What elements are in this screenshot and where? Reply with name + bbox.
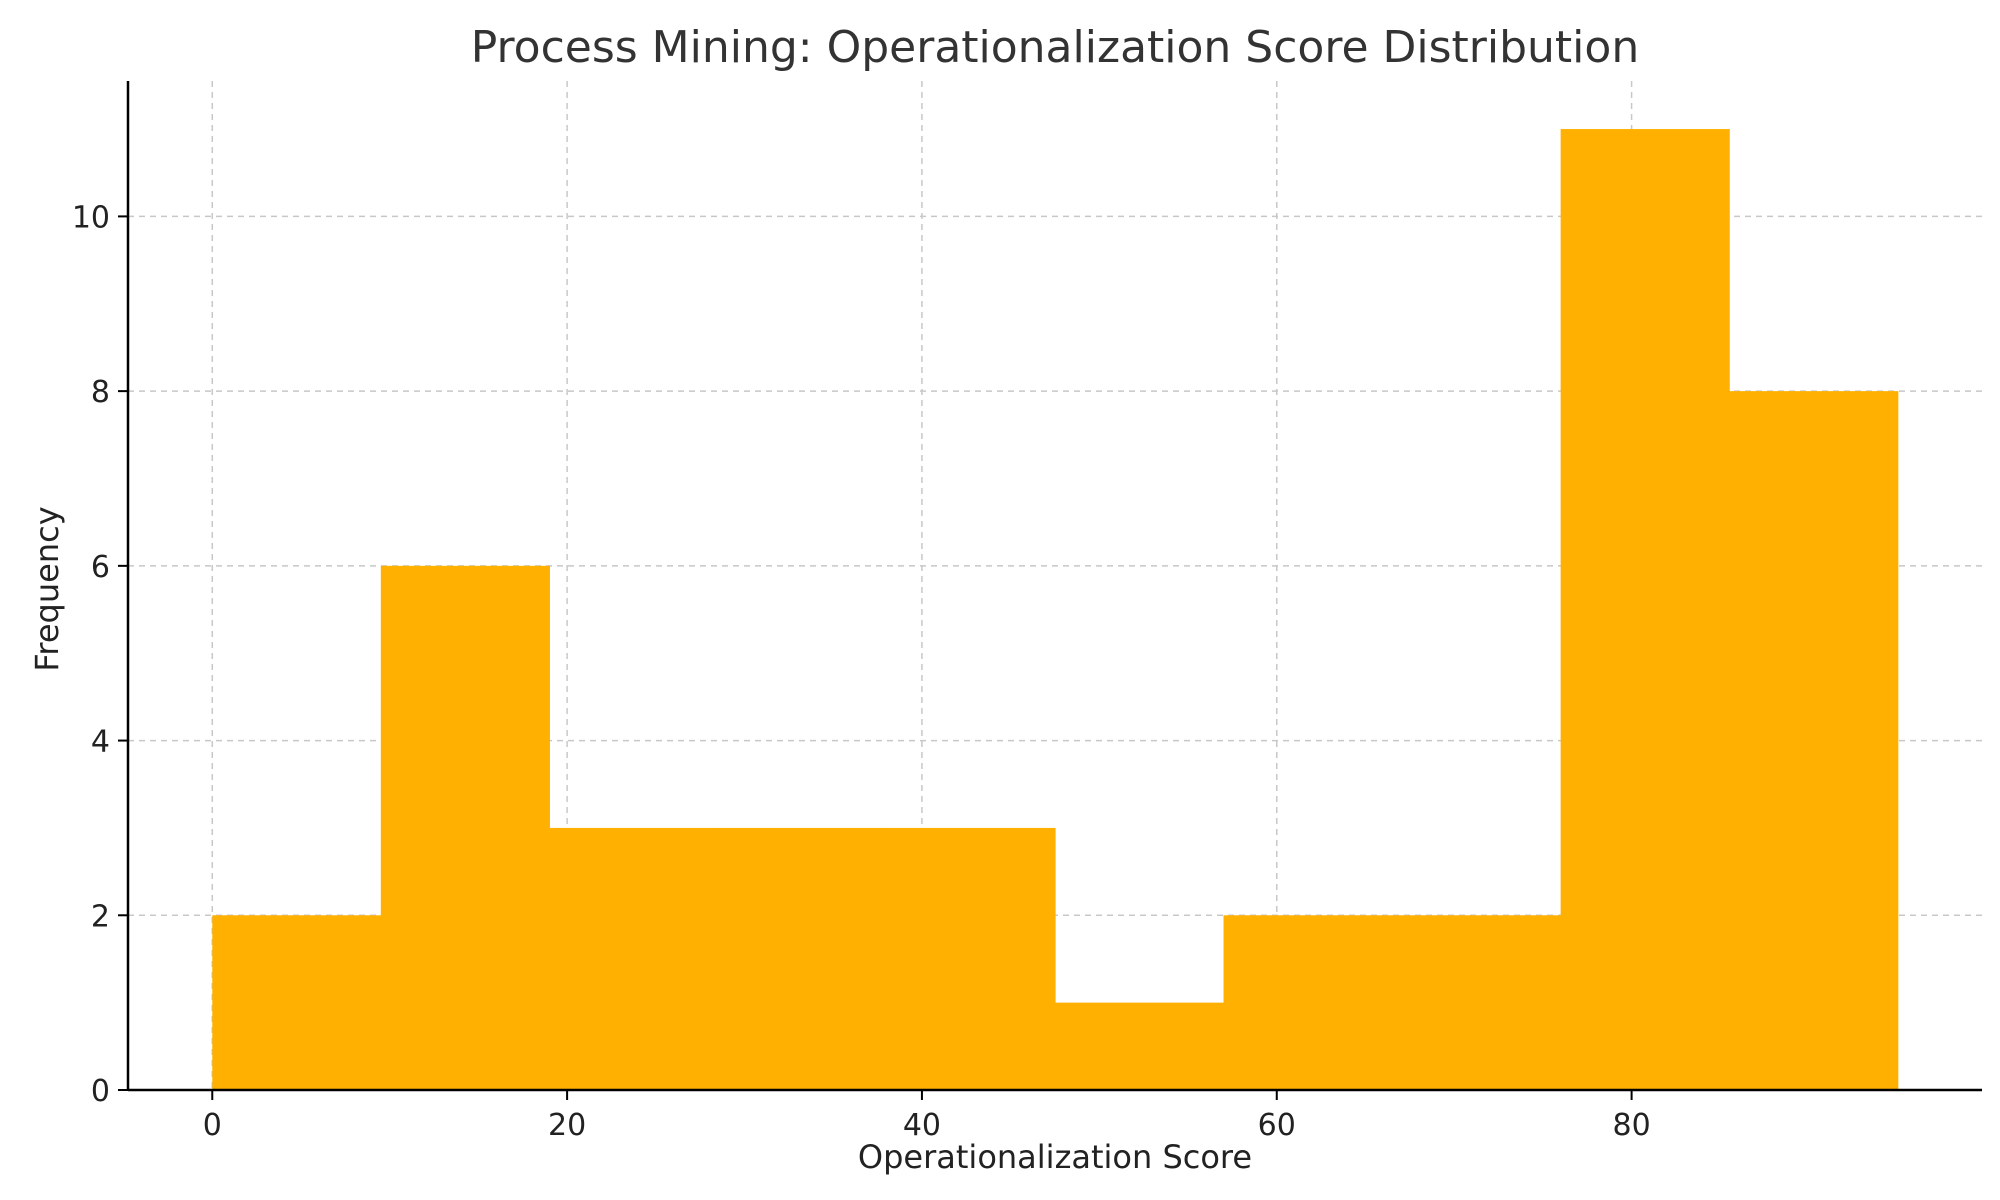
histogram-bar <box>549 827 719 1090</box>
histogram-bar <box>380 565 550 1090</box>
y-tick-label: 8 <box>91 375 110 410</box>
chart-title: Process Mining: Operationalization Score… <box>471 22 1639 73</box>
histogram-bar <box>1392 915 1562 1090</box>
histogram-bar <box>212 915 382 1090</box>
x-axis-label: Operationalization Score <box>858 1138 1252 1176</box>
histogram-bar <box>1223 915 1393 1090</box>
y-tick-label: 0 <box>91 1074 110 1109</box>
y-axis-label: Frequency <box>28 506 66 671</box>
x-tick-label: 80 <box>1613 1108 1651 1143</box>
y-tick-label: 10 <box>72 200 110 235</box>
histogram-bar <box>717 827 888 1090</box>
histogram-bar <box>1055 1002 1225 1090</box>
y-tick-label: 2 <box>91 899 110 934</box>
x-tick-label: 40 <box>903 1108 941 1143</box>
histogram-bar <box>886 827 1056 1090</box>
axes <box>126 81 1982 1092</box>
tick-labels: 0 20 40 60 80 0 2 4 6 8 10 <box>72 200 1651 1143</box>
histogram-bar <box>1729 391 1899 1090</box>
x-tick-label: 0 <box>203 1108 222 1143</box>
histogram-bars <box>212 129 1899 1091</box>
y-tick-label: 6 <box>91 550 110 585</box>
y-tick-label: 4 <box>91 725 110 760</box>
x-tick-label: 60 <box>1258 1108 1296 1143</box>
x-tick-label: 20 <box>548 1108 586 1143</box>
histogram-bar <box>1560 129 1730 1091</box>
